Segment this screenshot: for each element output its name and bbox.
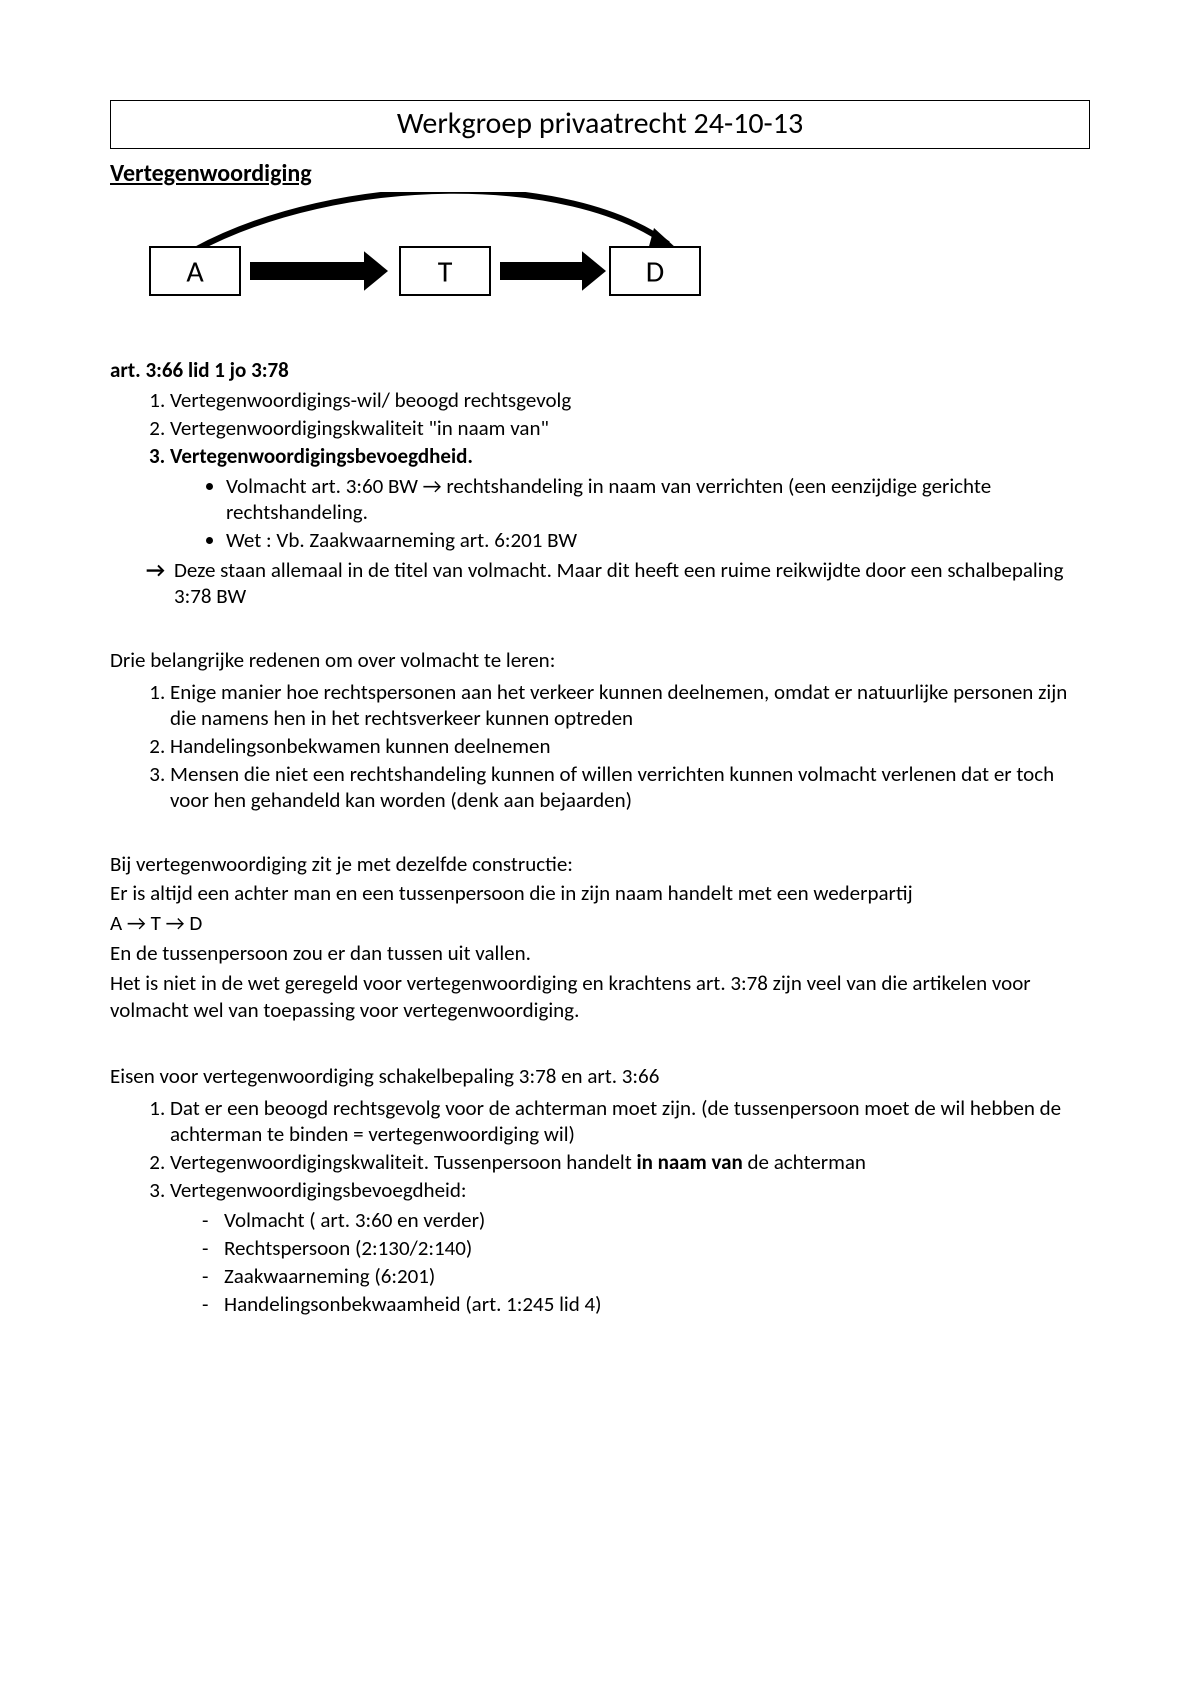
paragraph: Het is niet in de wet geregeld voor vert… — [110, 970, 1090, 1025]
svg-text:A: A — [186, 254, 204, 291]
dash-list: Volmacht ( art. 3:60 en verder) Rechtspe… — [170, 1207, 1090, 1317]
bullet-item: Volmacht art. 3:60 BW → rechtshandeling … — [226, 473, 1090, 525]
dash-item: Zaakwaarneming (6:201) — [202, 1263, 1090, 1289]
list-item: Enige manier hoe rechtspersonen aan het … — [170, 679, 1090, 731]
reasons-intro: Drie belangrijke redenen om over volmach… — [110, 647, 1090, 675]
flow-diagram: ATD — [110, 192, 830, 312]
list-item: Vertegenwoordigingskwaliteit "in naam va… — [170, 415, 1090, 441]
paragraph: En de tussenpersoon zou er dan tussen ui… — [110, 940, 1090, 968]
page-title-box: Werkgroep privaatrecht 24-10-13 — [110, 100, 1090, 149]
page-title: Werkgroep privaatrecht 24-10-13 — [397, 105, 803, 142]
list-item: Dat er een beoogd rechtsgevolg voor de a… — [170, 1095, 1090, 1147]
numbered-list-1: Vertegenwoordigings-wil/ beoogd rechtsge… — [110, 387, 1090, 553]
text-strong: in naam van — [636, 1149, 742, 1175]
list-item: Vertegenwoordigingskwaliteit. Tussenpers… — [170, 1149, 1090, 1175]
paragraph: Bij vertegenwoordiging zit je met dezelf… — [110, 851, 1090, 879]
arrow-note: → Deze staan allemaal in de titel van vo… — [146, 557, 1090, 609]
article-heading: art. 3:66 lid 1 jo 3:78 — [110, 357, 1090, 383]
paragraph: A → T → D — [110, 910, 1090, 938]
section-heading: Vertegenwoordiging — [110, 159, 1090, 188]
text: Vertegenwoordigingskwaliteit. Tussenpers… — [170, 1149, 636, 1175]
text: Vertegenwoordigingsbevoegdheid: — [170, 1177, 467, 1203]
svg-text:D: D — [646, 254, 664, 291]
arrow-note-text: Deze staan allemaal in de titel van volm… — [174, 557, 1090, 609]
list-item: Mensen die niet een rechtshandeling kunn… — [170, 761, 1090, 813]
list-item: Handelingsonbekwamen kunnen deelnemen — [170, 733, 1090, 759]
eisen-intro: Eisen voor vertegenwoordiging schakelbep… — [110, 1063, 1090, 1091]
list-item: Vertegenwoordigingsbevoegdheid: Volmacht… — [170, 1177, 1090, 1317]
bullet-list: Volmacht art. 3:60 BW → rechtshandeling … — [170, 473, 1090, 553]
list-item: Vertegenwoordigingsbevoegdheid. Volmacht… — [170, 443, 1090, 553]
svg-text:T: T — [438, 254, 453, 291]
eisen-list: Dat er een beoogd rechtsgevolg voor de a… — [110, 1095, 1090, 1317]
text: de achterman — [743, 1149, 866, 1175]
arrow-icon: → — [146, 557, 174, 583]
reasons-list: Enige manier hoe rechtspersonen aan het … — [110, 679, 1090, 813]
document-page: Werkgroep privaatrecht 24-10-13 Vertegen… — [0, 0, 1200, 1698]
dash-item: Handelingsonbekwaamheid (art. 1:245 lid … — [202, 1291, 1090, 1317]
list-item: Vertegenwoordigings-wil/ beoogd rechtsge… — [170, 387, 1090, 413]
paragraph: Er is altijd een achter man en een tusse… — [110, 880, 1090, 908]
dash-item: Volmacht ( art. 3:60 en verder) — [202, 1207, 1090, 1233]
reasons-block: Drie belangrijke redenen om over volmach… — [110, 647, 1090, 813]
eisen-block: Eisen voor vertegenwoordiging schakelbep… — [110, 1063, 1090, 1317]
bullet-item: Wet : Vb. Zaakwaarneming art. 6:201 BW — [226, 527, 1090, 553]
list-item-text: Vertegenwoordigingsbevoegdheid. — [170, 443, 473, 469]
construct-block: Bij vertegenwoordiging zit je met dezelf… — [110, 851, 1090, 1025]
dash-item: Rechtspersoon (2:130/2:140) — [202, 1235, 1090, 1261]
